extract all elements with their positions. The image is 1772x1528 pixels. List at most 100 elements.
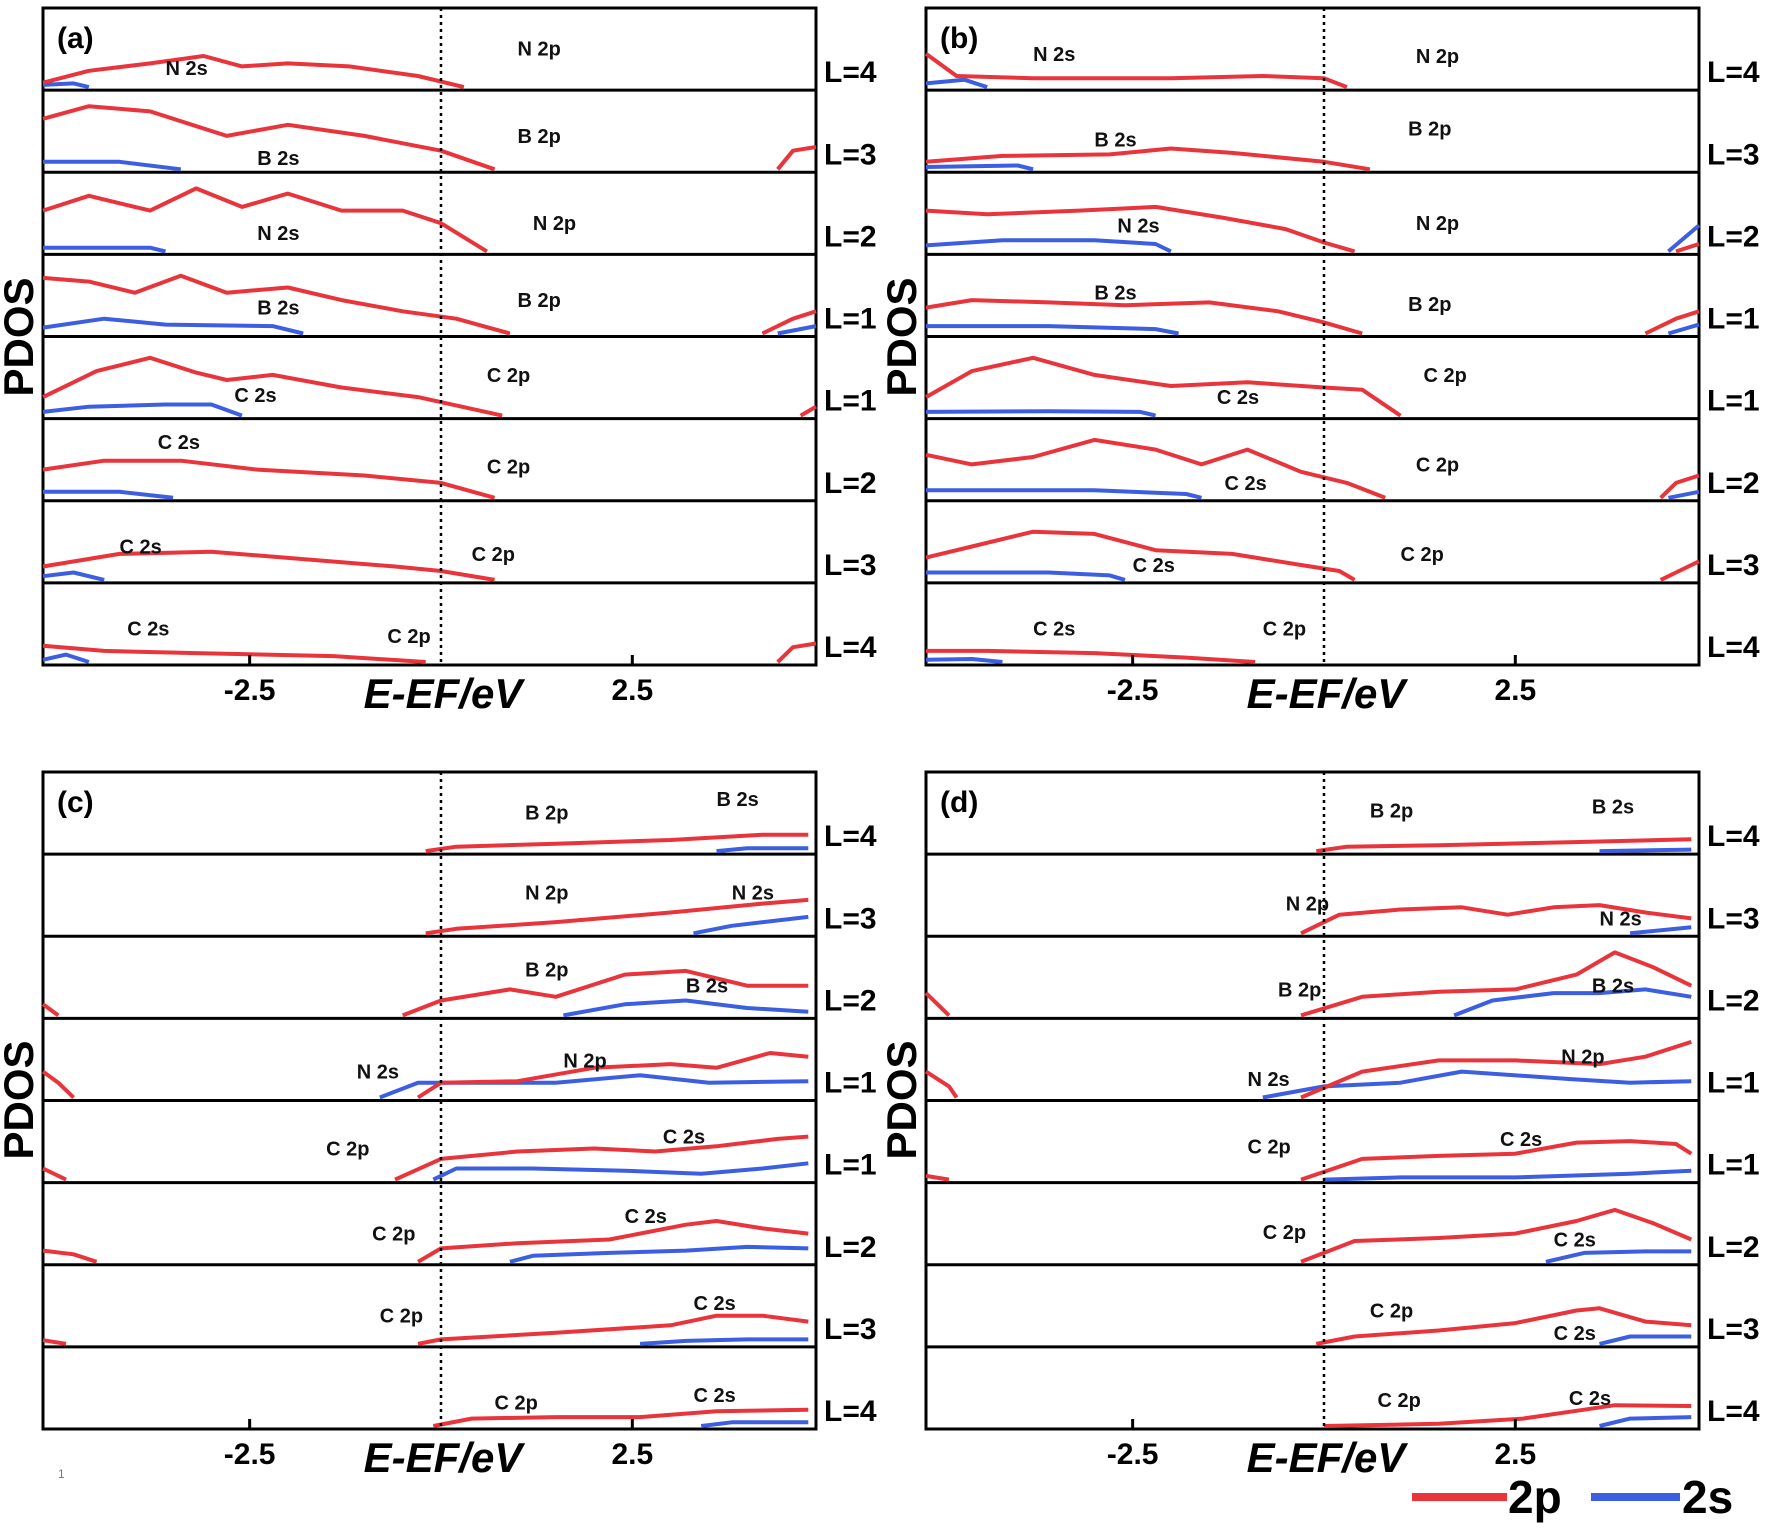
orbital-label: B 2s [1094,130,1136,152]
series-2p-line [42,643,426,664]
series-2s-line [639,1337,809,1346]
series-2p-line [42,1248,98,1264]
layer-label: L=2 [824,467,877,500]
panel-label: (d) [940,786,978,819]
orbital-label: N 2p [1416,213,1459,235]
x-axis-label: E-EF/eV [364,670,526,717]
series-2s-line [563,998,809,1018]
orbital-label: C 2p [1378,1390,1421,1412]
orbital-label: N 2s [1033,44,1075,66]
series-2p-line [42,104,496,172]
series-2p-line [1659,559,1700,582]
orbital-label: C 2p [472,544,515,566]
series-2p-line [42,186,488,254]
series-2s-line [777,324,817,336]
series-2s-line [42,316,304,336]
orbital-label: C 2s [120,537,162,559]
x-axis-label: E-EF/eV [1247,1434,1409,1481]
series-2p-line [42,54,465,90]
layer-label: L=1 [824,1067,877,1100]
series-2s-line [432,1161,809,1182]
orbital-label: C 2s [1133,555,1175,577]
series-2s-line [42,81,90,90]
x-tick-label: 2.5 [611,674,653,707]
orbital-label: C 2s [1554,1323,1596,1345]
orbital-label: C 2s [663,1127,705,1149]
series-2p-line [42,458,496,500]
orbital-label: C 2p [380,1306,423,1328]
series-2p-line [925,355,1402,418]
series-2p-line [925,298,1363,336]
series-2p-line [416,1051,809,1100]
orbital-label: C 2s [694,1385,736,1407]
x-tick-label: -2.5 [224,674,276,707]
series-2p-line [925,529,1356,582]
orbital-label: N 2p [533,213,576,235]
layer-label: L=4 [824,1395,877,1428]
orbital-label: C 2p [495,1392,538,1414]
orbital-label: C 2p [1263,1222,1306,1244]
layer-label: L=2 [1707,1231,1760,1264]
series-2p-line [1300,1139,1693,1182]
orbital-label: B 2s [1094,283,1136,305]
series-2p-line [925,1173,950,1182]
y-axis-label: PDOS [0,277,42,396]
orbital-label: N 2p [525,882,568,904]
panels-layer: N 2s N 2p L=4 B 2s B 2p L=3 N 2s N 2p L=2 B 2s B 2… [0,6,1760,1481]
series-2s-line [42,652,90,664]
layer-label: L=2 [1707,984,1760,1017]
panel-label: (b) [940,22,978,55]
orbital-label: C 2p [326,1138,369,1160]
orbital-label: N 2p [1561,1047,1604,1069]
orbital-label: N 2s [1117,215,1159,237]
orbital-label: B 2p [518,290,561,312]
series-2p-line [1300,903,1692,936]
layer-label: L=2 [1707,467,1760,500]
legend: 2p 2s [1412,1471,1733,1523]
series-2s-line [925,409,1157,418]
series-2s-line [43,245,166,254]
panel-2: B 2p B 2s L=4 N 2p N 2s L=3 B 2p B 2s L=2 N 2s N 2… [0,770,877,1481]
orbital-label: C 2s [1554,1230,1596,1252]
panel-label: (a) [57,22,94,55]
series-2s-line [1453,987,1692,1018]
series-2p-line [425,897,809,936]
x-tick-label: -2.5 [1107,1438,1159,1471]
series-2p-line [924,52,1348,89]
orbital-label: B 2p [518,126,561,148]
orbital-label: N 2s [1247,1069,1289,1091]
series-2s-line [1599,1415,1692,1428]
y-axis-label: PDOS [0,1040,42,1159]
orbital-label: B 2p [1408,118,1451,140]
series-2p-line [42,549,495,582]
panel-0: N 2s N 2p L=4 B 2s B 2p L=3 N 2s N 2p L=2 B 2s B 2… [0,6,877,717]
series-2p-line [925,146,1371,172]
x-tick-label: 2.5 [611,1438,653,1471]
series-2s-line [925,238,1172,254]
series-2s-line [379,1073,809,1100]
series-2p-line [416,1219,809,1264]
orbital-label: C 2p [387,626,430,648]
orbital-label: C 2s [1569,1388,1611,1410]
orbital-label: N 2p [1416,46,1459,68]
orbital-label: N 2s [165,58,207,80]
series-2p-line [401,968,809,1018]
panel-1: N 2s N 2p L=4 B 2s B 2p L=3 N 2s N 2p L=2 B 2s B 2… [878,6,1760,717]
series-2p-line [425,832,809,854]
series-2s-line [926,324,1179,336]
layer-label: L=4 [1707,631,1760,664]
orbital-label: C 2s [694,1293,736,1315]
layer-label: L=4 [824,820,877,853]
legend-2p-label: 2p [1508,1471,1562,1523]
layer-label: L=1 [824,1149,877,1182]
series-2s-line [1629,925,1692,936]
layer-label: L=3 [1707,549,1760,582]
series-2p-line [1300,1039,1692,1100]
panel-label: (c) [57,786,94,819]
orbital-label: C 2s [1500,1129,1542,1151]
orbital-label: C 2s [234,385,276,407]
series-2p-line [776,145,817,171]
layer-label: L=4 [1707,56,1760,89]
series-2p-line [1644,309,1700,336]
